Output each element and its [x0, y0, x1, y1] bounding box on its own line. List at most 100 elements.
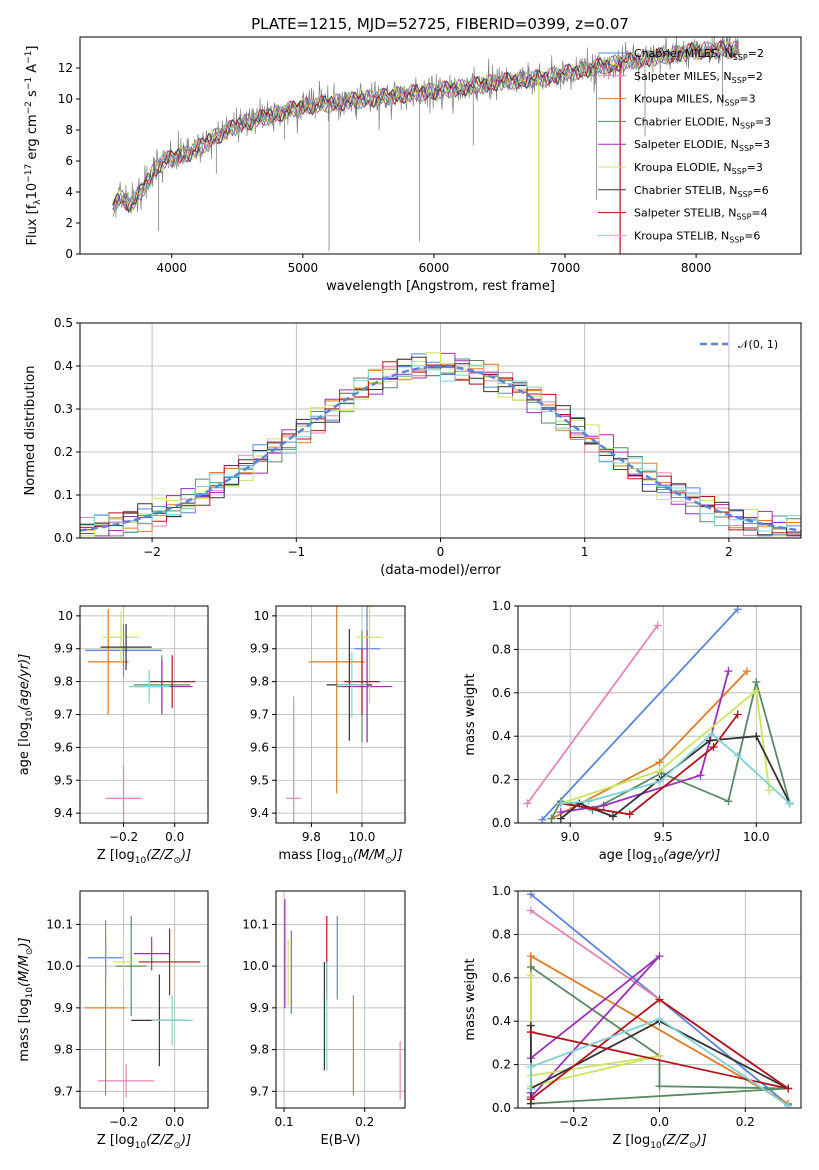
spectrum-panel-xlabel: wavelength [Angstrom, rest frame]: [326, 279, 555, 294]
legend-entry: Chabrier MILES, NSSP=2: [634, 47, 764, 62]
y-tick-label: 10: [254, 609, 269, 623]
mass-weight-point: [707, 730, 716, 739]
figure-title: PLATE=1215, MJD=52725, FIBERID=0399, z=0…: [251, 15, 629, 33]
y-tick-label: 9.9: [250, 642, 269, 656]
y-tick-label: 9.9: [54, 642, 73, 656]
x-tick-label: 6000: [419, 261, 450, 275]
y-tick-label: 9.7: [250, 708, 269, 722]
mass-weight-vs-age-panel-marks: [523, 606, 794, 823]
mass-weight-point: [526, 1095, 535, 1104]
mass-weight-point: [724, 797, 733, 806]
x-tick-label: 10.0: [743, 830, 770, 844]
x-tick-label: 9.5: [654, 830, 673, 844]
y-tick-label: 0.0: [54, 531, 73, 545]
y-tick-label: 0.5: [54, 316, 73, 330]
x-tick-label: 9.0: [561, 830, 580, 844]
mass-weight-line: [560, 688, 771, 805]
age-vs-mass-panel-grid: [276, 606, 405, 823]
mass-vs-ebv-panel: 0.1 0.2 9.7 9.8 9.9 10.0 10.1 E(B-V): [242, 890, 406, 1148]
x-tick-label: 5000: [288, 261, 319, 275]
distribution-panel-ticks: −2 −1 0 1 2 0.0 0.1 0.2 0.3 0.4 0.5: [54, 316, 733, 559]
legend-entry: Chabrier STELIB, NSSP=6: [634, 184, 769, 199]
age-vs-z-panel-ylabel: age [log10(age/yr)]: [17, 654, 35, 776]
mass-weight-point: [733, 710, 742, 719]
age-vs-z-panel-frame: [79, 605, 209, 824]
mass-weight-point: [599, 801, 608, 810]
age-vs-mass-panel-marks: [286, 606, 393, 823]
mass-weight-line: [560, 670, 730, 813]
x-tick-label: 0: [437, 545, 445, 559]
mass-weight-point: [733, 751, 742, 760]
mass-weight-point: [733, 606, 742, 614]
y-tick-label: 9.7: [54, 708, 73, 722]
y-tick-label: 1.0: [492, 884, 511, 898]
distribution-legend: 𝒩(0, 1): [700, 338, 778, 351]
mass-weight-point: [785, 799, 794, 808]
mass-weight-point: [653, 621, 662, 630]
mass-vs-ebv-panel-ticks: 0.1 0.2 9.7 9.8 9.9 10.0 10.1: [242, 917, 374, 1129]
normal-reference-curve: [80, 365, 801, 532]
mass-weight-point: [556, 814, 565, 823]
legend-entry: Salpeter ELODIE, NSSP=3: [634, 138, 770, 153]
mass-vs-ebv-panel-frame: [275, 890, 406, 1109]
mass-weight-point: [523, 799, 532, 808]
mass-vs-z-panel-ylabel: mass [log10(M/M⊙)]: [17, 937, 35, 1061]
mass-weight-line: [560, 732, 791, 805]
age-vs-mass-panel-xlabel: mass [log10(M/M⊙)]: [278, 848, 402, 866]
y-tick-label: 0.0: [492, 816, 511, 830]
y-tick-label: 9.8: [54, 675, 73, 689]
mass-weight-point: [655, 1051, 664, 1060]
distribution-panel-xlabel: (data-model)/error: [380, 563, 501, 578]
x-tick-label: −0.2: [559, 1115, 588, 1129]
mass-weight-point: [547, 814, 556, 823]
spectrum-panel-ylabel: Flux [fλ10−17 erg cm−2 s−1 A−1]: [24, 46, 43, 246]
mass-weight-point: [526, 962, 535, 971]
legend-entry: Kroupa STELIB, NSSP=6: [634, 229, 760, 244]
mass-weight-point: [556, 799, 565, 808]
mass-weight-point: [743, 667, 752, 676]
mass-weight-point: [696, 771, 705, 780]
spectrum-panel: 4000 5000 6000 7000 8000 0 2 4 6 8 10 12 wavelength …: [24, 36, 802, 294]
x-tick-label: 1: [581, 545, 589, 559]
y-tick-label: 0.0: [492, 1101, 511, 1115]
mass-weight-vs-z-panel-frame: [517, 890, 802, 1109]
y-tick-label: 0.2: [492, 1058, 511, 1072]
spectrum-panel-marks: [112, 37, 740, 254]
x-tick-label: 8000: [681, 261, 712, 275]
y-tick-label: 9.5: [54, 773, 73, 787]
x-tick-label: 0.1: [275, 1115, 294, 1129]
y-tick-label: 9.6: [250, 740, 269, 754]
mass-weight-point: [655, 766, 664, 775]
y-tick-label: 10.1: [46, 917, 73, 931]
mass-weight-vs-age-panel-ticks: 9.0 9.5 10.0 0.0 0.2 0.4 0.6 0.8 1.0: [492, 599, 770, 844]
x-tick-label: 4000: [156, 261, 187, 275]
y-tick-label: 4: [65, 185, 73, 199]
mass-weight-point: [584, 797, 593, 806]
legend-entry: Kroupa ELODIE, NSSP=3: [634, 161, 763, 176]
mass-vs-z-panel-grid: [80, 891, 208, 1108]
x-tick-label: 0.2: [736, 1115, 755, 1129]
y-tick-label: 0.2: [492, 773, 511, 787]
mass-weight-point: [705, 736, 714, 745]
legend-entry: Salpeter STELIB, NSSP=4: [634, 207, 768, 222]
mass-weight-point: [655, 777, 664, 786]
legend-entry: Salpeter MILES, NSSP=2: [634, 70, 763, 85]
y-tick-label: 2: [65, 216, 73, 230]
y-tick-label: 9.5: [250, 773, 269, 787]
mass-vs-z-panel-marks: [85, 916, 201, 1098]
y-tick-label: 0.2: [54, 445, 73, 459]
distribution-panel-marks: [80, 352, 801, 538]
distribution-panel: −2 −1 0 1 2 0.0 0.1 0.2 0.3 0.4 0.5 (data-model)/er…: [23, 316, 802, 578]
mass-weight-vs-z-panel-marks: [526, 891, 793, 1108]
x-tick-label: −2: [143, 545, 161, 559]
y-tick-label: 9.7: [250, 1084, 269, 1098]
age-vs-mass-panel: 9.8 10.0 9.4 9.5 9.6 9.7 9.8 9.9 10 mass [log10(M…: [250, 605, 406, 866]
y-tick-label: 0.1: [54, 488, 73, 502]
mass-weight-point: [724, 667, 733, 676]
age-vs-mass-panel-ticks: 9.8 10.0 9.4 9.5 9.6 9.7 9.8 9.9 10: [250, 609, 375, 844]
mass-weight-point: [655, 952, 664, 961]
x-tick-label: 10.0: [349, 830, 376, 844]
y-tick-label: 10: [58, 609, 73, 623]
mass-weight-line: [530, 998, 789, 1101]
